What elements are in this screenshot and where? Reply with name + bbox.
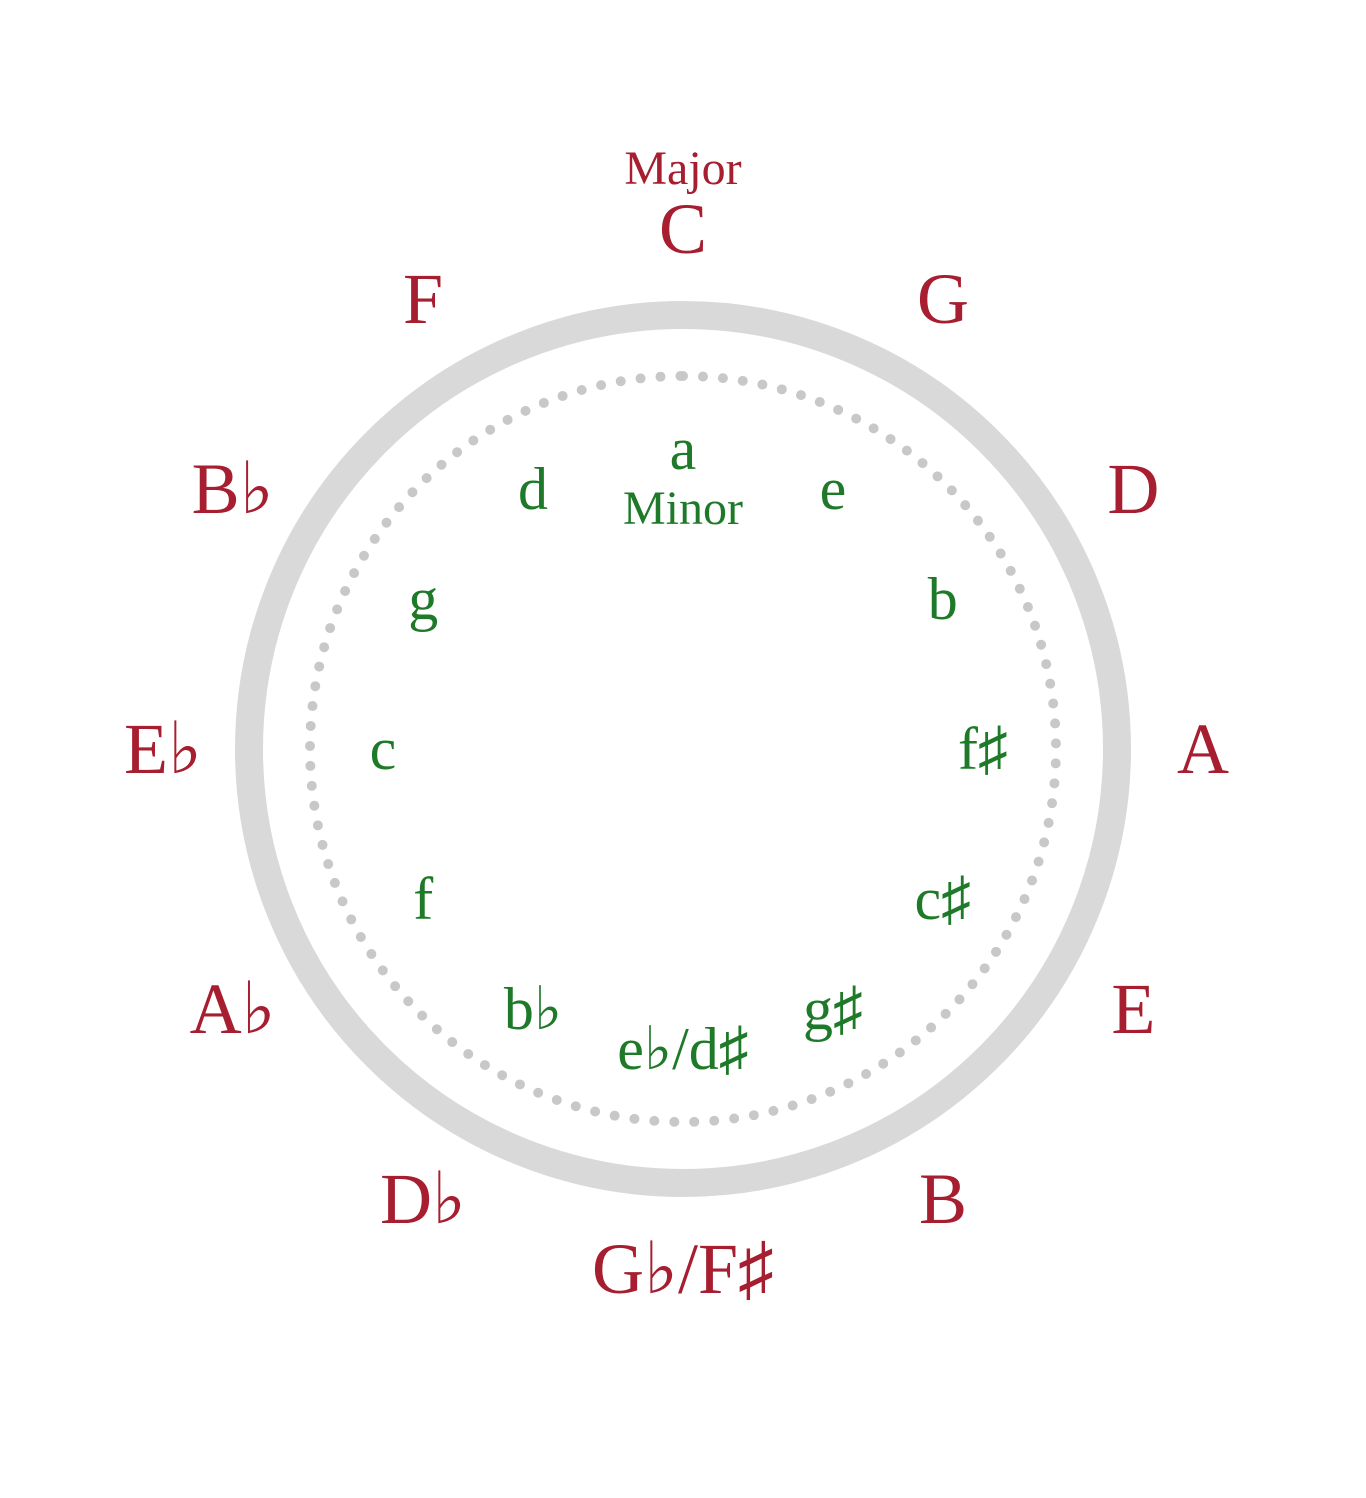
minor-key-2: b <box>928 569 958 629</box>
major-key-8: A♭ <box>190 973 276 1045</box>
minor-key-5: g♯ <box>803 979 863 1039</box>
minor-key-0: a <box>670 419 697 479</box>
title-minor: Minor <box>623 485 743 533</box>
major-key-11: F <box>403 263 443 335</box>
minor-key-8: f <box>413 869 433 929</box>
major-key-6: G♭/F♯ <box>592 1233 774 1305</box>
minor-key-10: g <box>408 569 438 629</box>
minor-key-3: f♯ <box>958 719 1008 779</box>
minor-key-9: c <box>370 719 397 779</box>
minor-key-1: e <box>820 459 847 519</box>
major-key-1: G <box>917 263 969 335</box>
minor-key-6: e♭/d♯ <box>617 1019 749 1079</box>
title-major: Major <box>624 145 741 193</box>
major-key-5: B <box>919 1163 967 1235</box>
minor-key-11: d <box>518 459 548 519</box>
major-key-9: E♭ <box>124 713 202 785</box>
major-key-4: E <box>1111 973 1155 1045</box>
major-key-3: A <box>1177 713 1229 785</box>
major-key-7: D♭ <box>380 1163 466 1235</box>
minor-key-4: c♯ <box>914 869 971 929</box>
major-key-0: C <box>659 193 707 265</box>
major-key-2: D <box>1107 453 1159 525</box>
circle-of-fifths: Major Minor CGDAEBG♭/F♯D♭A♭E♭B♭F aebf♯c♯… <box>133 199 1233 1299</box>
major-key-10: B♭ <box>192 453 274 525</box>
minor-key-7: b♭ <box>504 979 562 1039</box>
